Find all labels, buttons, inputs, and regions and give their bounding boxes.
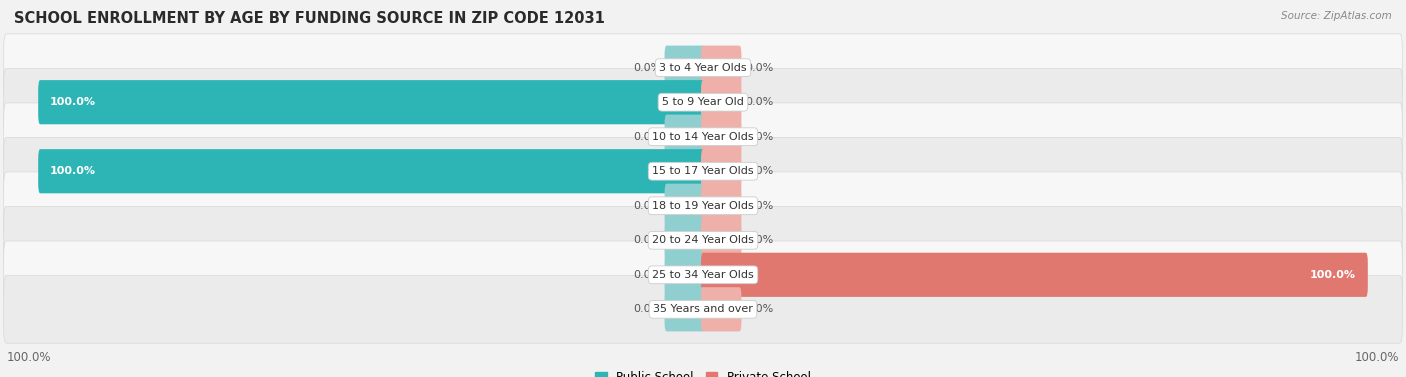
Text: 0.0%: 0.0% [633,201,661,211]
FancyBboxPatch shape [702,115,741,159]
Text: 0.0%: 0.0% [745,97,773,107]
FancyBboxPatch shape [702,46,741,90]
Text: 100.0%: 100.0% [7,351,52,364]
FancyBboxPatch shape [4,172,1402,240]
Text: 18 to 19 Year Olds: 18 to 19 Year Olds [652,201,754,211]
Text: 0.0%: 0.0% [745,201,773,211]
FancyBboxPatch shape [38,149,704,193]
FancyBboxPatch shape [4,68,1402,136]
FancyBboxPatch shape [702,253,1368,297]
Text: Source: ZipAtlas.com: Source: ZipAtlas.com [1281,11,1392,21]
Text: 3 to 4 Year Olds: 3 to 4 Year Olds [659,63,747,73]
FancyBboxPatch shape [4,34,1402,101]
FancyBboxPatch shape [38,80,704,124]
Text: 100.0%: 100.0% [51,97,96,107]
FancyBboxPatch shape [665,46,704,90]
FancyBboxPatch shape [4,207,1402,274]
FancyBboxPatch shape [665,218,704,262]
Text: SCHOOL ENROLLMENT BY AGE BY FUNDING SOURCE IN ZIP CODE 12031: SCHOOL ENROLLMENT BY AGE BY FUNDING SOUR… [14,11,605,26]
FancyBboxPatch shape [4,137,1402,205]
Text: 0.0%: 0.0% [745,304,773,314]
Text: 15 to 17 Year Olds: 15 to 17 Year Olds [652,166,754,176]
Legend: Public School, Private School: Public School, Private School [591,366,815,377]
FancyBboxPatch shape [702,184,741,228]
FancyBboxPatch shape [702,80,741,124]
Text: 0.0%: 0.0% [745,132,773,142]
Text: 35 Years and over: 35 Years and over [652,304,754,314]
FancyBboxPatch shape [702,149,741,193]
FancyBboxPatch shape [665,115,704,159]
Text: 0.0%: 0.0% [633,63,661,73]
FancyBboxPatch shape [665,287,704,331]
Text: 5 to 9 Year Old: 5 to 9 Year Old [662,97,744,107]
FancyBboxPatch shape [702,287,741,331]
Text: 0.0%: 0.0% [745,235,773,245]
FancyBboxPatch shape [665,184,704,228]
Text: 100.0%: 100.0% [51,166,96,176]
FancyBboxPatch shape [4,103,1402,170]
FancyBboxPatch shape [702,218,741,262]
Text: 10 to 14 Year Olds: 10 to 14 Year Olds [652,132,754,142]
Text: 100.0%: 100.0% [1354,351,1399,364]
FancyBboxPatch shape [665,253,704,297]
Text: 0.0%: 0.0% [633,270,661,280]
Text: 0.0%: 0.0% [633,304,661,314]
Text: 0.0%: 0.0% [633,235,661,245]
Text: 0.0%: 0.0% [633,132,661,142]
FancyBboxPatch shape [4,241,1402,309]
Text: 100.0%: 100.0% [1310,270,1355,280]
Text: 0.0%: 0.0% [745,166,773,176]
Text: 0.0%: 0.0% [745,63,773,73]
Text: 25 to 34 Year Olds: 25 to 34 Year Olds [652,270,754,280]
Text: 20 to 24 Year Olds: 20 to 24 Year Olds [652,235,754,245]
FancyBboxPatch shape [4,276,1402,343]
